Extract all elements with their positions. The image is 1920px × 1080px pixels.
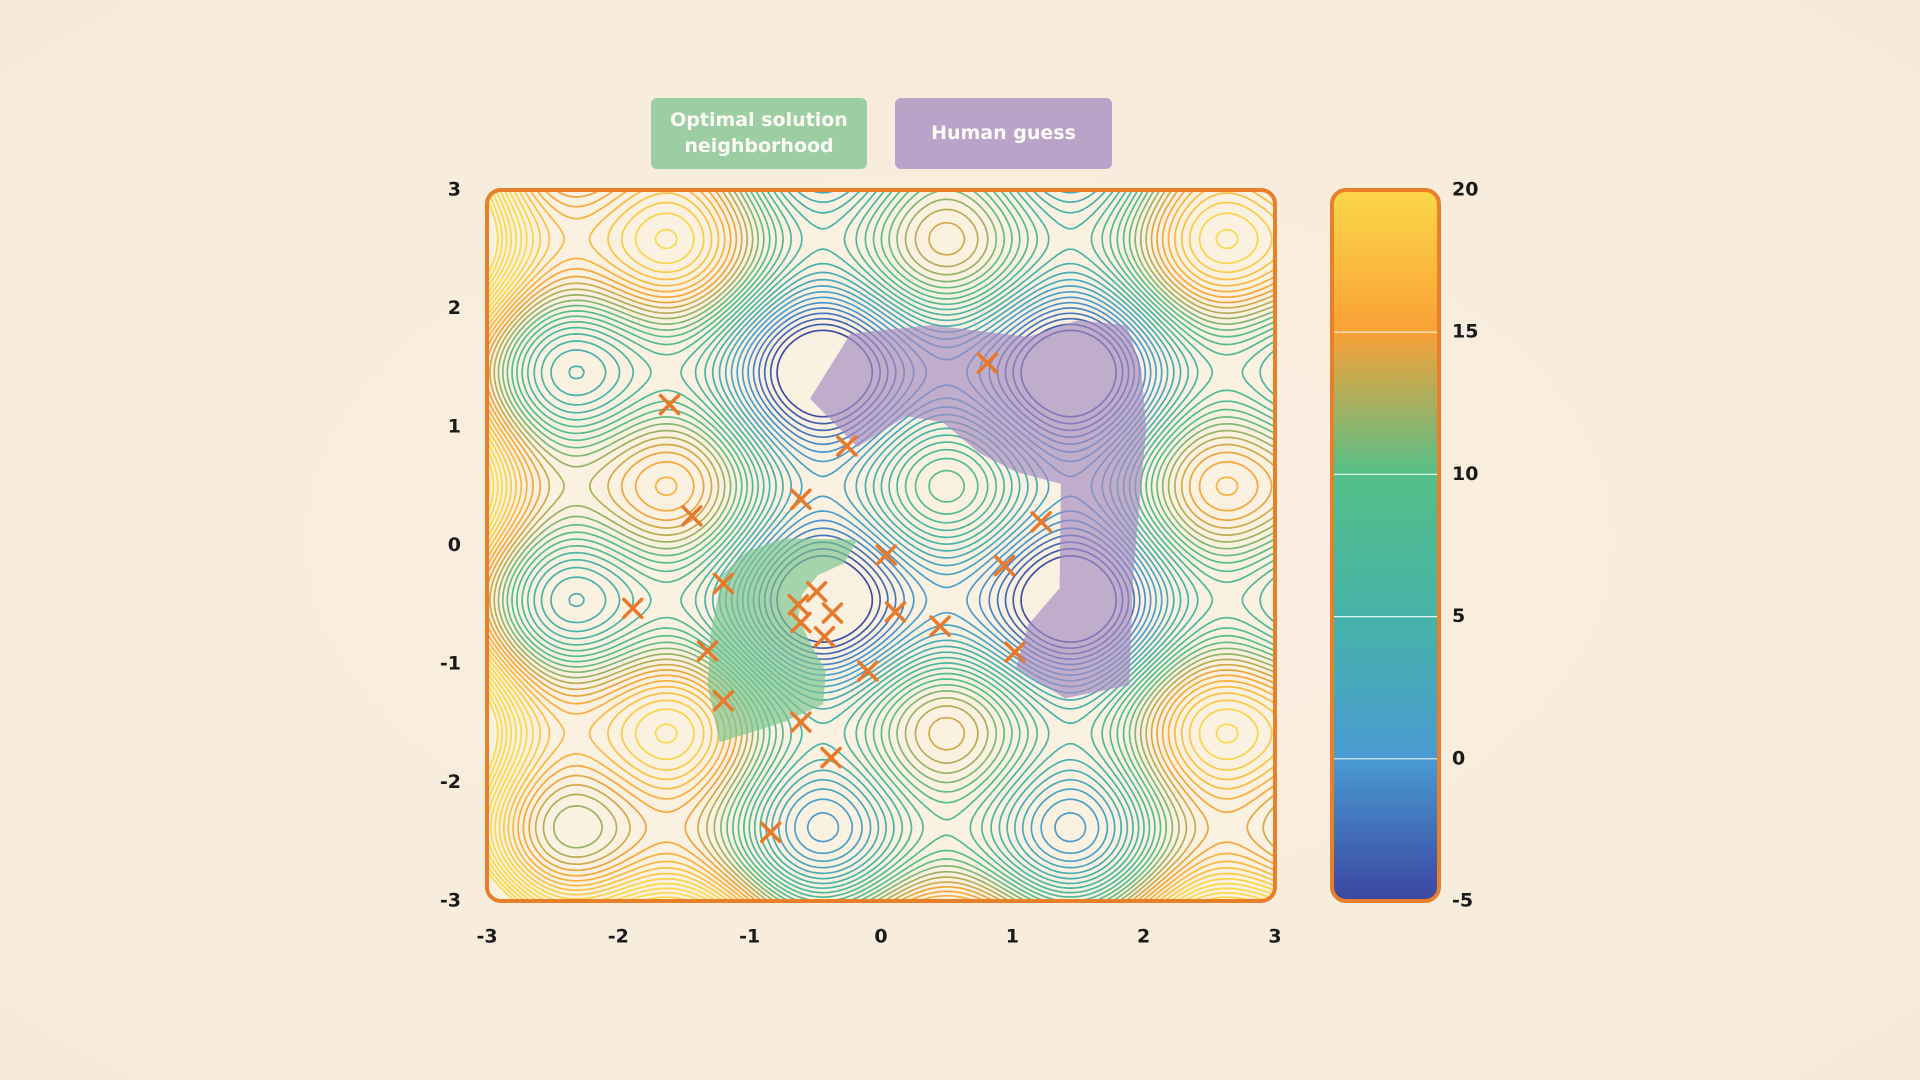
colorbar-frame [1330, 188, 1441, 903]
point [836, 435, 858, 457]
point [790, 611, 812, 634]
region [810, 320, 1147, 699]
y-tick-label: -1 [440, 653, 461, 675]
point [712, 689, 735, 712]
x-tick-label: 0 [874, 926, 887, 948]
point [805, 580, 828, 603]
points [622, 352, 1052, 844]
point [696, 640, 719, 662]
legend-entry: Optimal solution neighborhood [651, 98, 867, 169]
colorbar-grid [1332, 190, 1439, 901]
contour-line [540, 190, 1275, 885]
point [993, 554, 1016, 577]
plot-frame [485, 188, 1277, 903]
point [813, 625, 836, 648]
point [790, 488, 812, 511]
contour-line [487, 190, 1275, 901]
point [1004, 641, 1026, 663]
point [875, 544, 898, 566]
contour-line [568, 190, 1175, 875]
colorbar-tick-label: -5 [1452, 890, 1473, 912]
x-tick-label: -3 [476, 926, 497, 948]
contour-line [497, 190, 1275, 901]
point [681, 505, 703, 527]
point [790, 711, 812, 733]
contour-line [516, 190, 1275, 901]
contour-line [487, 190, 1275, 901]
contour-line [487, 190, 1275, 901]
y-tick-label: 2 [448, 297, 461, 319]
point [658, 393, 681, 416]
contour-line [487, 190, 1275, 901]
colorbar-tick-label: 10 [1452, 463, 1478, 485]
point [976, 352, 999, 374]
regions [707, 320, 1147, 743]
y-tick-label: 3 [448, 179, 461, 201]
colorbar-tick-label: 20 [1452, 179, 1478, 201]
contour-line [487, 190, 1275, 901]
point [884, 601, 907, 623]
point [712, 572, 735, 595]
axes: -3 -2 -1 0 1 2 3 -3 -2 -1 0 1 2 3 -5 0 5 10 15 20 [440, 179, 1479, 948]
point [820, 746, 842, 769]
x-tick-label: -1 [739, 926, 760, 948]
x-tick-label: 3 [1268, 926, 1281, 948]
point [1030, 511, 1052, 533]
contour-line [487, 190, 1275, 901]
point [787, 594, 810, 616]
contour-line [487, 190, 1275, 901]
y-tick-label: 0 [448, 534, 461, 556]
contour-line [501, 190, 1275, 901]
y-tick-label: 1 [448, 416, 461, 438]
x-tick-label: 2 [1137, 926, 1150, 948]
y-tick-label: -3 [440, 890, 461, 912]
point [821, 602, 844, 624]
contour-line [511, 190, 1275, 901]
legend-entry: Human guess [895, 98, 1112, 169]
contour-line [533, 190, 1275, 890]
contour-line [487, 190, 1275, 901]
point [929, 615, 951, 637]
point [759, 821, 782, 844]
y-tick-label: -2 [440, 771, 461, 793]
region [707, 538, 858, 743]
point [622, 597, 644, 620]
x-tick-label: 1 [1006, 926, 1019, 948]
colorbar [1332, 190, 1439, 901]
point [857, 660, 879, 682]
x-tick-label: -2 [608, 926, 629, 948]
contour-line [487, 190, 1268, 901]
colorbar-tick-label: 5 [1452, 605, 1465, 627]
colorbar-tick-label: 15 [1452, 321, 1478, 343]
contour-line [487, 190, 1275, 901]
colorbar-tick-label: 0 [1452, 747, 1465, 769]
